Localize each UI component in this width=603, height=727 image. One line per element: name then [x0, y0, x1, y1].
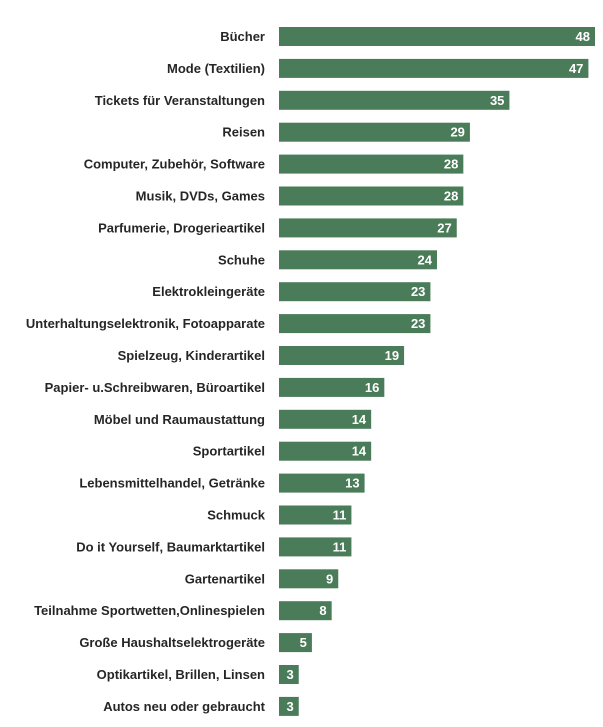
category-label: Computer, Zubehör, Software: [84, 157, 265, 172]
value-label: 11: [333, 508, 347, 523]
category-label: Autos neu oder gebraucht: [103, 699, 265, 714]
value-label: 19: [385, 348, 399, 363]
bar: [279, 473, 365, 493]
value-label: 8: [319, 603, 326, 618]
bar: [279, 537, 352, 557]
category-label: Schuhe: [218, 252, 265, 267]
value-label: 3: [287, 667, 294, 682]
bar: [279, 154, 464, 174]
category-label: Gartenartikel: [185, 571, 265, 586]
bar: [279, 314, 431, 334]
value-label: 28: [444, 189, 458, 204]
bar: [279, 186, 464, 206]
value-label: 5: [300, 635, 307, 650]
value-label: 23: [411, 316, 425, 331]
bars: [279, 27, 595, 716]
category-labels: Bücher Mode (Textilien) Tickets für Verans…: [26, 29, 266, 714]
value-label: 9: [326, 571, 333, 586]
category-label: Optikartikel, Brillen, Linsen: [97, 667, 265, 682]
value-label: 29: [450, 125, 464, 140]
bar: [279, 250, 437, 270]
bar: [279, 601, 332, 621]
category-label: Lebensmittelhandel, Getränke: [79, 476, 265, 491]
bar: [279, 90, 510, 110]
bar: [279, 58, 589, 78]
value-label: 28: [444, 157, 458, 172]
value-label: 3: [287, 699, 294, 714]
bar: [279, 218, 457, 238]
category-label: Sportartikel: [193, 444, 265, 459]
bar: [279, 122, 470, 142]
category-label: Große Haushaltselektrogeräte: [79, 635, 265, 650]
category-label: Bücher: [220, 29, 265, 44]
value-label: 13: [345, 476, 359, 491]
category-label: Spielzeug, Kinderartikel: [118, 348, 265, 363]
bar: [279, 569, 339, 589]
bar: [279, 377, 385, 397]
bar: [279, 696, 299, 716]
category-label: Teilnahme Sportwetten,Onlinespielen: [34, 603, 265, 618]
category-label: Unterhaltungselektronik, Fotoapparate: [26, 316, 265, 331]
bar: [279, 665, 299, 684]
value-label: 16: [365, 380, 379, 395]
category-label: Elektrokleingeräte: [152, 284, 265, 299]
value-label: 47: [569, 61, 583, 76]
category-label: Möbel und Raumaustattung: [94, 412, 265, 427]
value-label: 35: [490, 93, 504, 108]
value-label: 23: [411, 284, 425, 299]
bar: [279, 27, 595, 46]
value-label: 14: [352, 412, 367, 427]
value-label: 48: [576, 29, 590, 44]
category-label: Mode (Textilien): [167, 61, 265, 76]
category-label: Schmuck: [207, 508, 266, 523]
value-label: 27: [437, 220, 451, 235]
value-label: 11: [333, 539, 347, 554]
bar: [279, 505, 352, 525]
category-label: Musik, DVDs, Games: [136, 189, 265, 204]
bar: [279, 441, 372, 461]
bar: [279, 409, 372, 429]
category-label: Tickets für Veranstaltungen: [95, 93, 265, 108]
bar: [279, 633, 312, 653]
bar: [279, 346, 405, 365]
category-label: Do it Yourself, Baumarktartikel: [76, 539, 265, 554]
category-label: Papier- u.Schreibwaren, Büroartikel: [45, 380, 265, 395]
category-label: Reisen: [222, 125, 265, 140]
category-label: Parfumerie, Drogerieartikel: [98, 220, 265, 235]
value-labels: 48 47 35 29 28 28 27 24 23 23 19 16 14 14 13 11 11 9 8 5 3 3: [287, 29, 590, 714]
bar: [279, 282, 431, 302]
value-label: 24: [418, 252, 433, 267]
value-label: 14: [352, 444, 367, 459]
